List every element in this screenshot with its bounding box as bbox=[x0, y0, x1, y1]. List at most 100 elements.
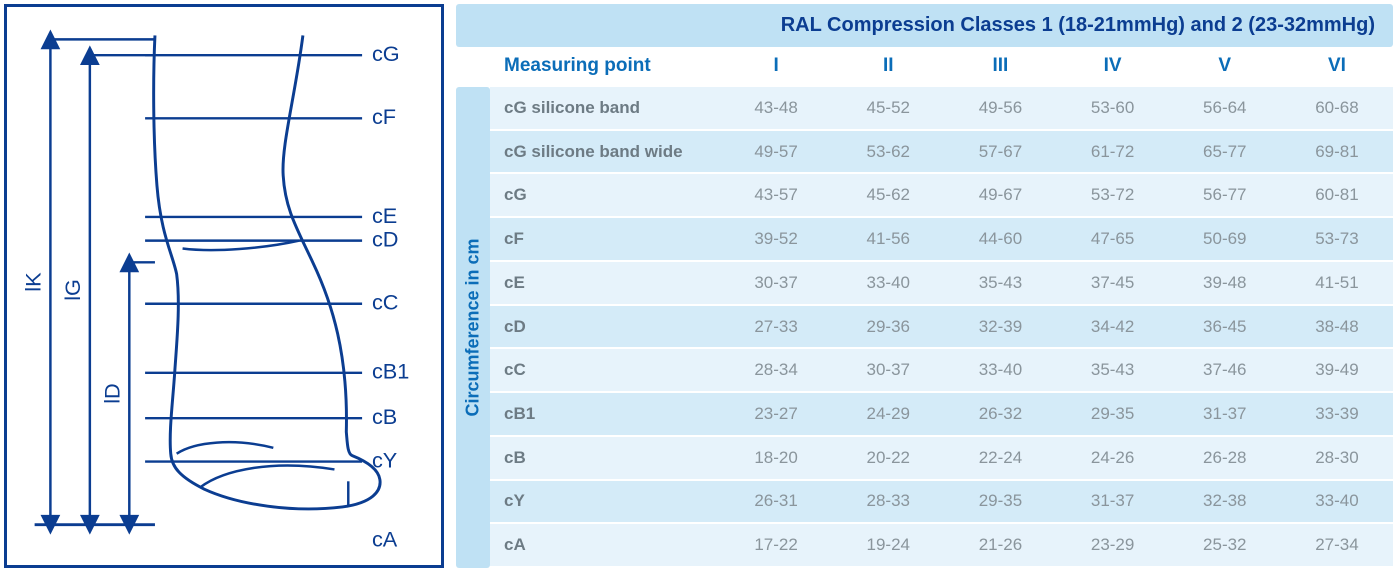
size-header-5: V bbox=[1169, 55, 1281, 77]
table-title: RAL Compression Classes 1 (18-21mmHg) an… bbox=[456, 4, 1393, 47]
table-body: cG silicone band43-4845-5249-5653-6056-6… bbox=[490, 87, 1393, 568]
length-label: lD bbox=[99, 383, 124, 403]
measuring-point-cell: cG silicone band bbox=[490, 98, 720, 118]
value-cell: 53-62 bbox=[832, 142, 944, 162]
value-cell: 43-57 bbox=[720, 185, 832, 205]
value-cell: 25-32 bbox=[1169, 535, 1281, 555]
value-cell: 31-37 bbox=[1169, 404, 1281, 424]
value-cell: 33-40 bbox=[832, 273, 944, 293]
value-cell: 22-24 bbox=[944, 448, 1056, 468]
measuring-point-cell: cE bbox=[490, 273, 720, 293]
value-cell: 69-81 bbox=[1281, 142, 1393, 162]
value-cell: 20-22 bbox=[832, 448, 944, 468]
measuring-point-cell: cA bbox=[490, 535, 720, 555]
value-cell: 49-57 bbox=[720, 142, 832, 162]
circ-label: cG bbox=[372, 41, 400, 66]
size-header-4: IV bbox=[1057, 55, 1169, 77]
value-cell: 29-35 bbox=[944, 491, 1056, 511]
circ-label: cD bbox=[372, 227, 399, 252]
value-cell: 28-30 bbox=[1281, 448, 1393, 468]
table-row: cD27-3329-3632-3934-4236-4538-48 bbox=[490, 306, 1393, 350]
value-cell: 56-77 bbox=[1169, 185, 1281, 205]
value-cell: 19-24 bbox=[832, 535, 944, 555]
size-header-3: III bbox=[944, 55, 1056, 77]
value-cell: 65-77 bbox=[1169, 142, 1281, 162]
value-cell: 39-52 bbox=[720, 229, 832, 249]
value-cell: 38-48 bbox=[1281, 317, 1393, 337]
value-cell: 41-51 bbox=[1281, 273, 1393, 293]
value-cell: 26-28 bbox=[1169, 448, 1281, 468]
measuring-point-cell: cY bbox=[490, 491, 720, 511]
table-row: cB123-2724-2926-3229-3531-3733-39 bbox=[490, 393, 1393, 437]
value-cell: 45-62 bbox=[832, 185, 944, 205]
circ-label: cY bbox=[372, 447, 397, 472]
value-cell: 21-26 bbox=[944, 535, 1056, 555]
value-cell: 47-65 bbox=[1057, 229, 1169, 249]
value-cell: 24-26 bbox=[1057, 448, 1169, 468]
value-cell: 29-35 bbox=[1057, 404, 1169, 424]
side-label: Circumference in cm bbox=[456, 87, 490, 568]
value-cell: 35-43 bbox=[1057, 360, 1169, 380]
table-row: cA17-2219-2421-2623-2925-3227-34 bbox=[490, 524, 1393, 568]
value-cell: 23-27 bbox=[720, 404, 832, 424]
value-cell: 37-45 bbox=[1057, 273, 1169, 293]
value-cell: 29-36 bbox=[832, 317, 944, 337]
value-cell: 36-45 bbox=[1169, 317, 1281, 337]
table-row: cG silicone band43-4845-5249-5653-6056-6… bbox=[490, 87, 1393, 131]
measuring-point-header: Measuring point bbox=[490, 55, 720, 77]
table-row: cG silicone band wide49-5753-6257-6761-7… bbox=[490, 131, 1393, 175]
value-cell: 49-56 bbox=[944, 98, 1056, 118]
value-cell: 35-43 bbox=[944, 273, 1056, 293]
value-cell: 26-32 bbox=[944, 404, 1056, 424]
measuring-point-cell: cB bbox=[490, 448, 720, 468]
value-cell: 26-31 bbox=[720, 491, 832, 511]
table-header-row: Measuring point I II III IV V VI bbox=[456, 47, 1393, 87]
value-cell: 33-39 bbox=[1281, 404, 1393, 424]
value-cell: 33-40 bbox=[944, 360, 1056, 380]
value-cell: 28-34 bbox=[720, 360, 832, 380]
side-label-text: Circumference in cm bbox=[463, 238, 484, 416]
table-row: cB18-2020-2222-2424-2626-2828-30 bbox=[490, 437, 1393, 481]
measuring-point-cell: cG bbox=[490, 185, 720, 205]
value-cell: 53-72 bbox=[1057, 185, 1169, 205]
knee-line bbox=[183, 241, 299, 250]
size-header-1: I bbox=[720, 55, 832, 77]
measuring-point-cell: cD bbox=[490, 317, 720, 337]
value-cell: 32-38 bbox=[1169, 491, 1281, 511]
table-row: cE30-3733-4035-4337-4539-4841-51 bbox=[490, 262, 1393, 306]
value-cell: 18-20 bbox=[720, 448, 832, 468]
circ-label: cB bbox=[372, 404, 397, 429]
size-header-2: II bbox=[832, 55, 944, 77]
measuring-point-cell: cC bbox=[490, 360, 720, 380]
value-cell: 56-64 bbox=[1169, 98, 1281, 118]
value-cell: 41-56 bbox=[832, 229, 944, 249]
sizing-table-panel: RAL Compression Classes 1 (18-21mmHg) an… bbox=[456, 4, 1393, 568]
table-row: cG43-5745-6249-6753-7256-7760-81 bbox=[490, 174, 1393, 218]
circ-label: cF bbox=[372, 104, 396, 129]
value-cell: 49-67 bbox=[944, 185, 1056, 205]
circ-label: cB1 bbox=[372, 359, 409, 384]
value-cell: 27-34 bbox=[1281, 535, 1393, 555]
circ-label: cE bbox=[372, 203, 397, 228]
value-cell: 37-46 bbox=[1169, 360, 1281, 380]
size-header-6: VI bbox=[1281, 55, 1393, 77]
value-cell: 60-81 bbox=[1281, 185, 1393, 205]
value-cell: 61-72 bbox=[1057, 142, 1169, 162]
value-cell: 17-22 bbox=[720, 535, 832, 555]
value-cell: 60-68 bbox=[1281, 98, 1393, 118]
value-cell: 28-33 bbox=[832, 491, 944, 511]
length-label: lK bbox=[21, 272, 46, 292]
value-cell: 53-73 bbox=[1281, 229, 1393, 249]
value-cell: 33-40 bbox=[1281, 491, 1393, 511]
table-row: cF39-5241-5644-6047-6550-6953-73 bbox=[490, 218, 1393, 262]
leg-diagram-panel: cGcFcEcDcCcB1cBcYcA lKlGlD bbox=[4, 4, 444, 568]
value-cell: 32-39 bbox=[944, 317, 1056, 337]
value-cell: 57-67 bbox=[944, 142, 1056, 162]
measuring-point-cell: cG silicone band wide bbox=[490, 142, 720, 162]
foot-arch-line bbox=[200, 466, 334, 488]
value-cell: 24-29 bbox=[832, 404, 944, 424]
value-cell: 30-37 bbox=[720, 273, 832, 293]
leg-outline bbox=[154, 35, 380, 508]
value-cell: 53-60 bbox=[1057, 98, 1169, 118]
value-cell: 31-37 bbox=[1057, 491, 1169, 511]
